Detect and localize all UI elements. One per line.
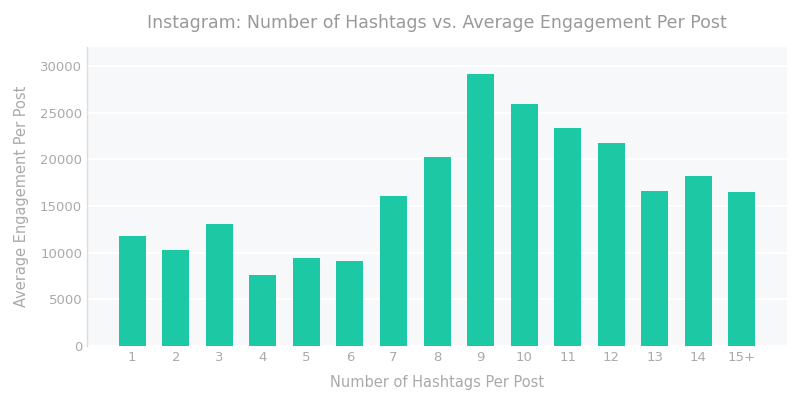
Bar — [728, 192, 755, 346]
Bar — [163, 250, 189, 346]
Bar — [642, 191, 668, 346]
Bar — [293, 259, 320, 346]
Bar — [510, 104, 537, 346]
Bar — [598, 143, 625, 346]
Y-axis label: Average Engagement Per Post: Average Engagement Per Post — [14, 86, 29, 307]
Bar — [467, 74, 494, 346]
Bar — [685, 176, 712, 346]
Bar — [119, 236, 146, 346]
Title: Instagram: Number of Hashtags vs. Average Engagement Per Post: Instagram: Number of Hashtags vs. Averag… — [147, 14, 727, 32]
Bar — [206, 224, 233, 346]
Bar — [554, 128, 582, 346]
X-axis label: Number of Hashtags Per Post: Number of Hashtags Per Post — [330, 375, 544, 390]
Bar — [424, 157, 450, 346]
Bar — [380, 196, 407, 346]
Bar — [249, 275, 276, 346]
Bar — [336, 261, 364, 346]
